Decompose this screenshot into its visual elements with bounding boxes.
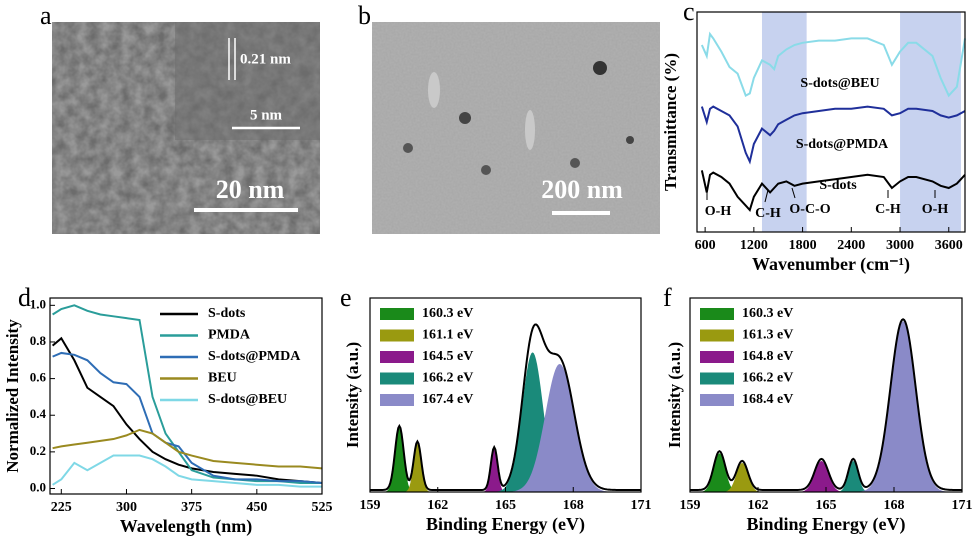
y-tick-label: 0.0 [30, 479, 46, 494]
x-tick-label: 171 [952, 498, 973, 513]
x-tick-label: 375 [181, 500, 202, 515]
envelope [370, 323, 641, 491]
annotation: S-dots@BEU [800, 76, 879, 91]
y-tick-label: 0.6 [30, 370, 47, 385]
x-tick-label: 300 [116, 500, 137, 515]
panel-label: d [18, 283, 31, 312]
panel-label: c [683, 0, 695, 26]
legend-swatch [380, 372, 414, 385]
lattice-label: 0.21 nm [240, 51, 291, 67]
legend-swatch [380, 308, 414, 320]
x-axis-label: Wavelength (nm) [120, 516, 253, 537]
peak-fit [370, 427, 641, 492]
x-tick-label: 450 [246, 500, 267, 515]
legend-label: PMDA [208, 328, 251, 343]
x-tick-label: 168 [884, 498, 905, 513]
legend-swatch [700, 308, 734, 320]
x-axis-label: Binding Energy (eV) [426, 514, 585, 535]
x-tick-label: 159 [680, 498, 701, 513]
annotation: S-dots@PMDA [796, 137, 889, 152]
legend-label: S-dots@BEU [208, 392, 287, 407]
panel-label: f [663, 283, 672, 312]
legend-swatch [380, 394, 414, 406]
line-series [700, 170, 966, 212]
legend-swatch [700, 329, 734, 342]
line-series [52, 304, 322, 485]
peak-fit [370, 363, 641, 492]
legend-swatch [380, 351, 414, 363]
annotation: O-H [922, 202, 949, 217]
legend-label: 167.4 eV [422, 392, 473, 407]
line-series [52, 454, 322, 488]
legend-swatch [700, 394, 734, 406]
annotation: C-H [875, 202, 901, 217]
legend-label: 166.2 eV [742, 371, 793, 386]
x-axis-label: Binding Energy (eV) [746, 514, 905, 535]
plot-frame [49, 297, 323, 495]
annotation: O-C-O [789, 202, 830, 217]
scale-label: 5 nm [250, 107, 283, 123]
annotation: C-H [755, 206, 781, 221]
panel-label: b [358, 1, 371, 30]
line-series [51, 336, 323, 485]
legend-label: 161.1 eV [422, 328, 473, 343]
legend-label: S-dots@PMDA [208, 349, 301, 364]
line-series [700, 31, 966, 98]
peak-fit [690, 460, 962, 492]
x-tick-label: 162 [427, 498, 448, 513]
legend-label: 164.5 eV [422, 349, 473, 364]
panel-label: a [40, 1, 52, 30]
x-tick-label: 168 [563, 498, 584, 513]
line-series [52, 428, 323, 470]
legend-swatch [380, 329, 414, 342]
x-tick-label: 162 [748, 498, 769, 513]
x-tick-label: 165 [816, 498, 837, 513]
tem-image-a: 0.21 nm 5 nm 20 nm [52, 22, 320, 234]
y-tick-label: 0.2 [30, 443, 46, 458]
legend-label: 160.3 eV [422, 306, 473, 321]
x-tick-label: 159 [360, 498, 381, 513]
x-tick-label: 525 [312, 500, 333, 515]
x-tick-label: 3000 [886, 238, 914, 253]
highlight-band [900, 12, 961, 232]
x-axis-label: Wavenumber (cm⁻¹) [752, 254, 910, 275]
peak-fit [690, 462, 962, 492]
y-axis-label: Transmittance (%) [661, 53, 680, 191]
annotation-pointer [791, 187, 796, 199]
scale-label: 200 nm [541, 175, 623, 204]
y-tick-label: 1.0 [30, 296, 46, 311]
legend-swatch [700, 372, 734, 385]
y-tick-label: 0.4 [30, 406, 47, 421]
x-tick-label: 165 [495, 498, 516, 513]
annotation: S-dots [819, 178, 857, 193]
legend-label: 164.8 eV [742, 349, 793, 364]
x-tick-label: 600 [695, 238, 716, 253]
legend-label: 161.3 eV [742, 328, 793, 343]
x-tick-label: 225 [51, 500, 72, 515]
annotation-pointer [764, 189, 769, 203]
y-tick-label: 0.8 [30, 333, 47, 348]
panel-label: e [340, 283, 352, 312]
y-axis-label: Intensity (a.u.) [343, 342, 362, 448]
legend-swatch [700, 351, 734, 363]
x-tick-label: 2400 [837, 238, 865, 253]
x-tick-label: 171 [631, 498, 652, 513]
tem-image-b: 200 nm [372, 22, 660, 234]
legend-label: 166.2 eV [422, 371, 473, 386]
y-axis-label: Normalized Intensity [3, 319, 22, 473]
x-tick-label: 1200 [740, 238, 768, 253]
scale-label: 20 nm [216, 175, 285, 204]
legend-label: BEU [208, 371, 237, 386]
line-series [700, 105, 966, 165]
annotation: O-H [705, 204, 732, 219]
envelope [690, 318, 963, 491]
plot-frame [696, 11, 966, 233]
legend-label: S-dots [208, 306, 246, 321]
x-tick-label: 1800 [789, 238, 817, 253]
legend-label: 168.4 eV [742, 392, 793, 407]
y-axis-label: Intensity (a.u.) [665, 342, 684, 448]
x-tick-label: 3600 [935, 238, 963, 253]
legend-label: 160.3 eV [742, 306, 793, 321]
